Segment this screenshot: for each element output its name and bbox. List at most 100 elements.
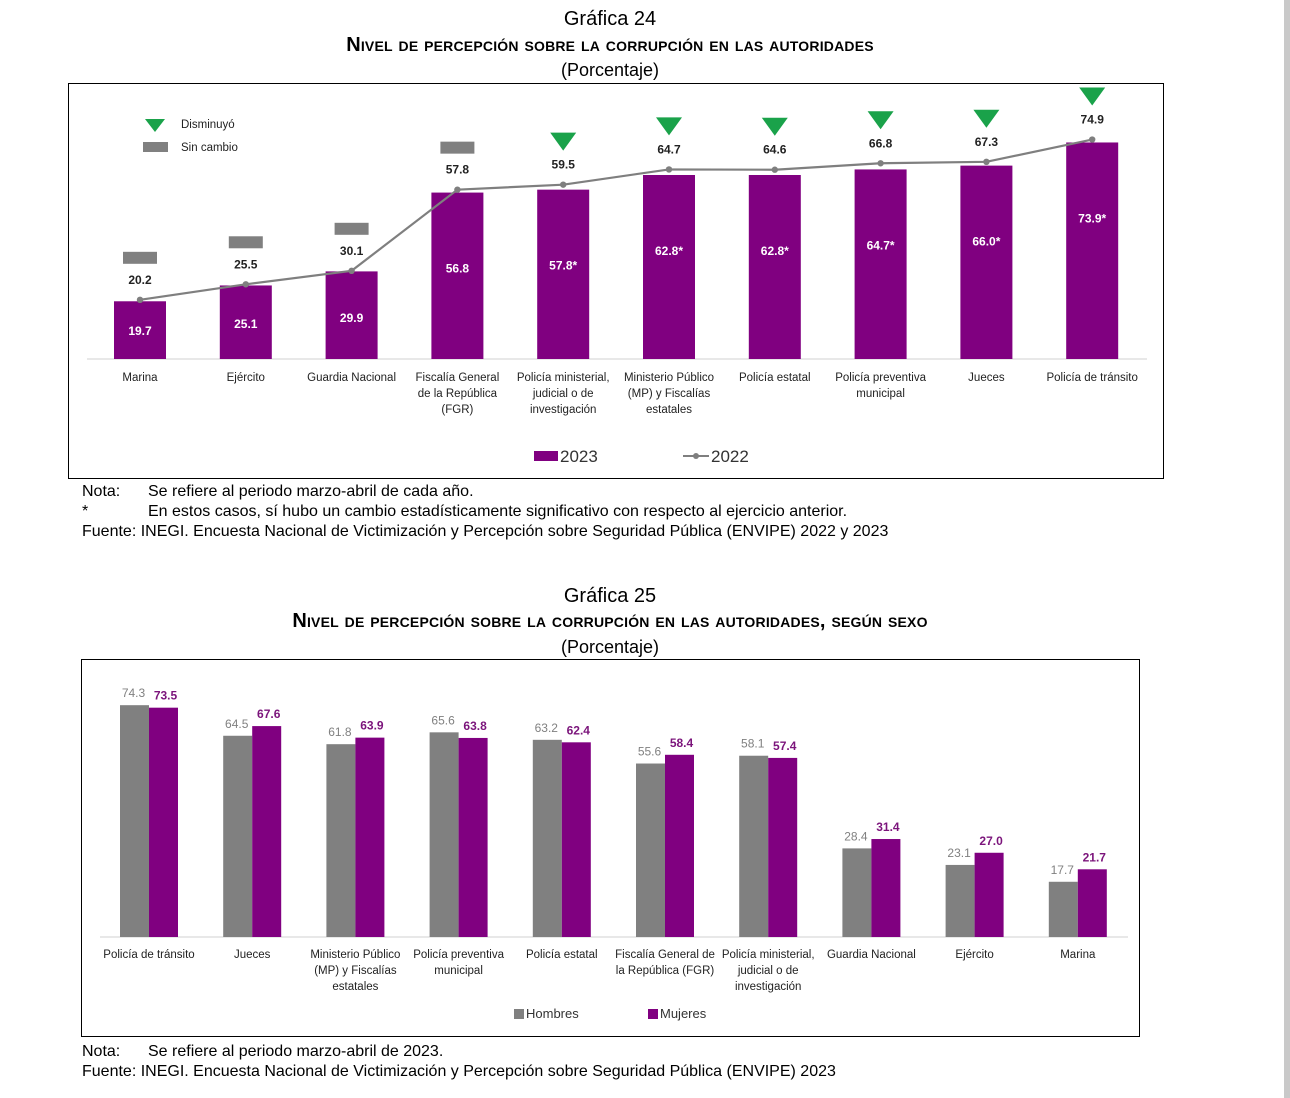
line-value-label: 74.9 [1081, 113, 1105, 127]
point-2022 [877, 160, 884, 167]
bar-2023 [537, 189, 590, 359]
no-change-marker [123, 251, 157, 264]
decrease-marker [1079, 87, 1106, 106]
category-label: Ejército [955, 949, 993, 961]
category-label: la República (FGR) [616, 965, 715, 977]
bar-2023 [854, 169, 907, 359]
chart24-note: * En estos casos, sí hubo un cambio estad… [82, 503, 848, 520]
legend-mujeres-label: Mujeres [660, 1006, 707, 1021]
category-label: Policía estatal [739, 372, 811, 384]
no-change-marker [440, 141, 475, 154]
category-label: Guardia Nacional [827, 949, 916, 961]
bar-hombres [120, 705, 149, 937]
bar-mujeres [768, 757, 798, 937]
bar-hombres [636, 763, 665, 937]
value-label-mujeres: 31.4 [876, 820, 900, 834]
decrease-marker [867, 111, 894, 130]
category-label: (MP) y Fiscalías [314, 965, 397, 977]
bar-hombres [326, 744, 356, 937]
category-label: Marina [1060, 949, 1096, 961]
chart24-unit: (Porcentaje) [560, 60, 660, 80]
value-label-mujeres: 58.4 [670, 736, 694, 750]
point-2022 [348, 267, 355, 275]
category-label: Guardia Nacional [307, 372, 396, 384]
legend-no-change-label: Sin cambio [181, 142, 238, 154]
value-label-hombres: 63.2 [535, 721, 559, 735]
point-2022 [983, 158, 990, 166]
legend-mujeres-swatch [648, 1009, 658, 1019]
no-change-marker [228, 236, 263, 249]
bar-2023 [114, 301, 166, 359]
legend-2022-point [693, 453, 699, 459]
chart25-plot: 74.3 73.5 64.5 67.6 61.8 63.9 65.6 63.8 63.2 62.4… [100, 686, 1128, 1021]
bar-mujeres [974, 852, 1004, 937]
bar-2023 [643, 174, 695, 359]
category-label: Jueces [234, 949, 271, 961]
value-label-hombres: 64.5 [225, 717, 249, 731]
decrease-marker [656, 117, 682, 136]
value-label-mujeres: 67.6 [257, 707, 281, 721]
legend-2023-label: 2023 [560, 447, 598, 466]
chart24-plot: 19.7 25.1 29.9 56.8 57.8* 62.8* 62.8* 64.7* 66.0… [87, 87, 1147, 466]
legend-2023-swatch [534, 451, 558, 461]
line-value-label: 59.5 [552, 158, 576, 172]
category-label: Policía de tránsito [103, 949, 194, 961]
bar-mujeres [665, 754, 694, 937]
bar-mujeres [458, 737, 488, 937]
line-value-label: 64.7 [657, 142, 681, 156]
category-label: estatales [332, 981, 378, 993]
bar-hombres [945, 864, 975, 937]
value-label-hombres: 61.8 [328, 725, 352, 739]
bar-value-label: 29.9 [340, 311, 364, 325]
bar-value-label: 64.7* [867, 238, 895, 252]
legend-hombres-swatch [514, 1009, 524, 1019]
bar-hombres [429, 732, 459, 937]
bar-mujeres [871, 839, 901, 937]
point-2022 [560, 181, 567, 188]
value-label-mujeres: 73.5 [154, 689, 178, 703]
value-label-mujeres: 27.0 [979, 834, 1003, 848]
category-label: Policía preventiva [835, 372, 926, 384]
chart24-frame: 19.7 25.1 29.9 56.8 57.8* 62.8* 62.8* 64.7* 66.0… [68, 83, 1164, 479]
category-label: Policía estatal [526, 949, 598, 961]
category-label: Policía preventiva [413, 949, 504, 961]
value-label-hombres: 55.6 [638, 745, 662, 759]
decrease-marker [973, 109, 1000, 128]
bar-value-label: 19.7 [128, 324, 152, 338]
value-label-hombres: 74.3 [122, 686, 146, 700]
point-2022 [136, 296, 144, 304]
bar-mujeres [561, 742, 591, 937]
value-label-hombres: 28.4 [844, 829, 868, 843]
bar-2023 [960, 165, 1013, 359]
page-edge [1284, 0, 1290, 1098]
legend-no-change-marker [143, 142, 168, 152]
category-label: Jueces [968, 372, 1005, 384]
point-2022 [665, 166, 673, 173]
bar-value-label: 73.9* [1078, 211, 1106, 225]
value-label-mujeres: 63.8 [463, 719, 487, 733]
category-label: judicial o de [532, 388, 594, 400]
decrease-marker [761, 117, 788, 136]
category-label: Ministerio Público [624, 372, 714, 384]
legend-2022-label: 2022 [711, 447, 749, 466]
bar-mujeres [149, 707, 178, 937]
value-label-hombres: 17.7 [1051, 863, 1075, 877]
chart25-frame: 74.3 73.5 64.5 67.6 61.8 63.9 65.6 63.8 63.2 62.4… [81, 659, 1140, 1037]
decrease-marker [550, 132, 577, 151]
chart25-title: Nivel de percepción sobre la corrupción … [292, 610, 928, 632]
category-label: (MP) y Fiscalías [628, 388, 711, 400]
bar-value-label: 62.8* [761, 244, 789, 258]
category-label: Marina [122, 372, 158, 384]
category-label: Ejército [227, 372, 265, 384]
category-label: Policía ministerial, [722, 949, 815, 961]
bar-2023 [1066, 142, 1119, 359]
bar-mujeres [252, 726, 282, 937]
chart24-source: Fuente: INEGI. Encuesta Nacional de Vict… [82, 523, 889, 540]
category-label: municipal [856, 388, 905, 400]
bar-2023 [219, 285, 272, 359]
line-2022 [139, 138, 1093, 301]
category-label: municipal [434, 965, 483, 977]
line-value-label: 20.2 [128, 273, 152, 287]
category-label: judicial o de [737, 965, 799, 977]
chart25-notes: Nota: Se refiere al periodo marzo-abril d… [82, 1042, 836, 1082]
